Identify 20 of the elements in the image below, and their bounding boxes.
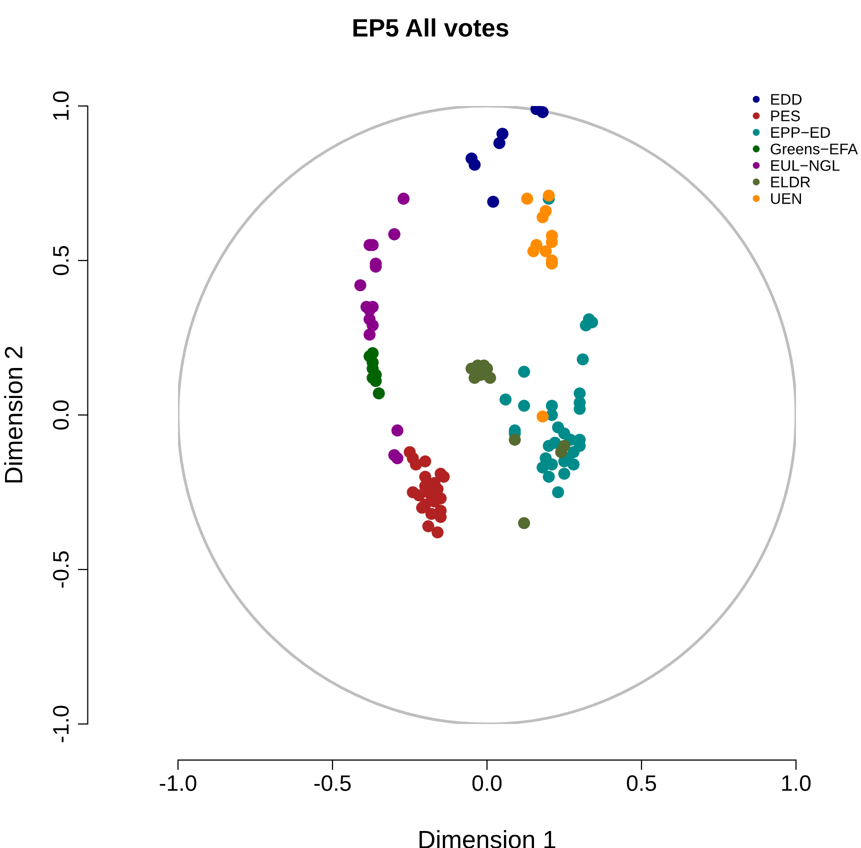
- legend-label: UEN: [771, 193, 801, 204]
- legend-label: EUL−NGL: [771, 160, 840, 171]
- x-tick-label: -1.0: [160, 775, 196, 792]
- y-axis-title: Dimension 2: [4, 346, 22, 482]
- y-tick-label: 0.5: [53, 246, 69, 276]
- x-tick-label: 0.0: [472, 775, 502, 792]
- y-tick-label: 0.0: [53, 400, 69, 430]
- legend-label: ELDR: [771, 176, 810, 188]
- legend-label: EPP−ED: [771, 127, 830, 138]
- y-tick-label: -0.5: [53, 551, 69, 588]
- x-tick-label: 1.0: [782, 775, 811, 792]
- legend-label: PES: [771, 110, 800, 122]
- x-tick-label: 0.5: [626, 775, 656, 792]
- legend-label: EDD: [771, 94, 802, 105]
- x-tick-label: -0.5: [314, 775, 351, 792]
- x-axis-title: Dimension 1: [420, 830, 556, 848]
- legend-label: Greens−EFA: [770, 144, 858, 154]
- chart-title: EP5 All votes: [353, 18, 508, 37]
- y-tick-label: -1.0: [53, 706, 69, 742]
- y-tick-label: 1.0: [53, 91, 69, 120]
